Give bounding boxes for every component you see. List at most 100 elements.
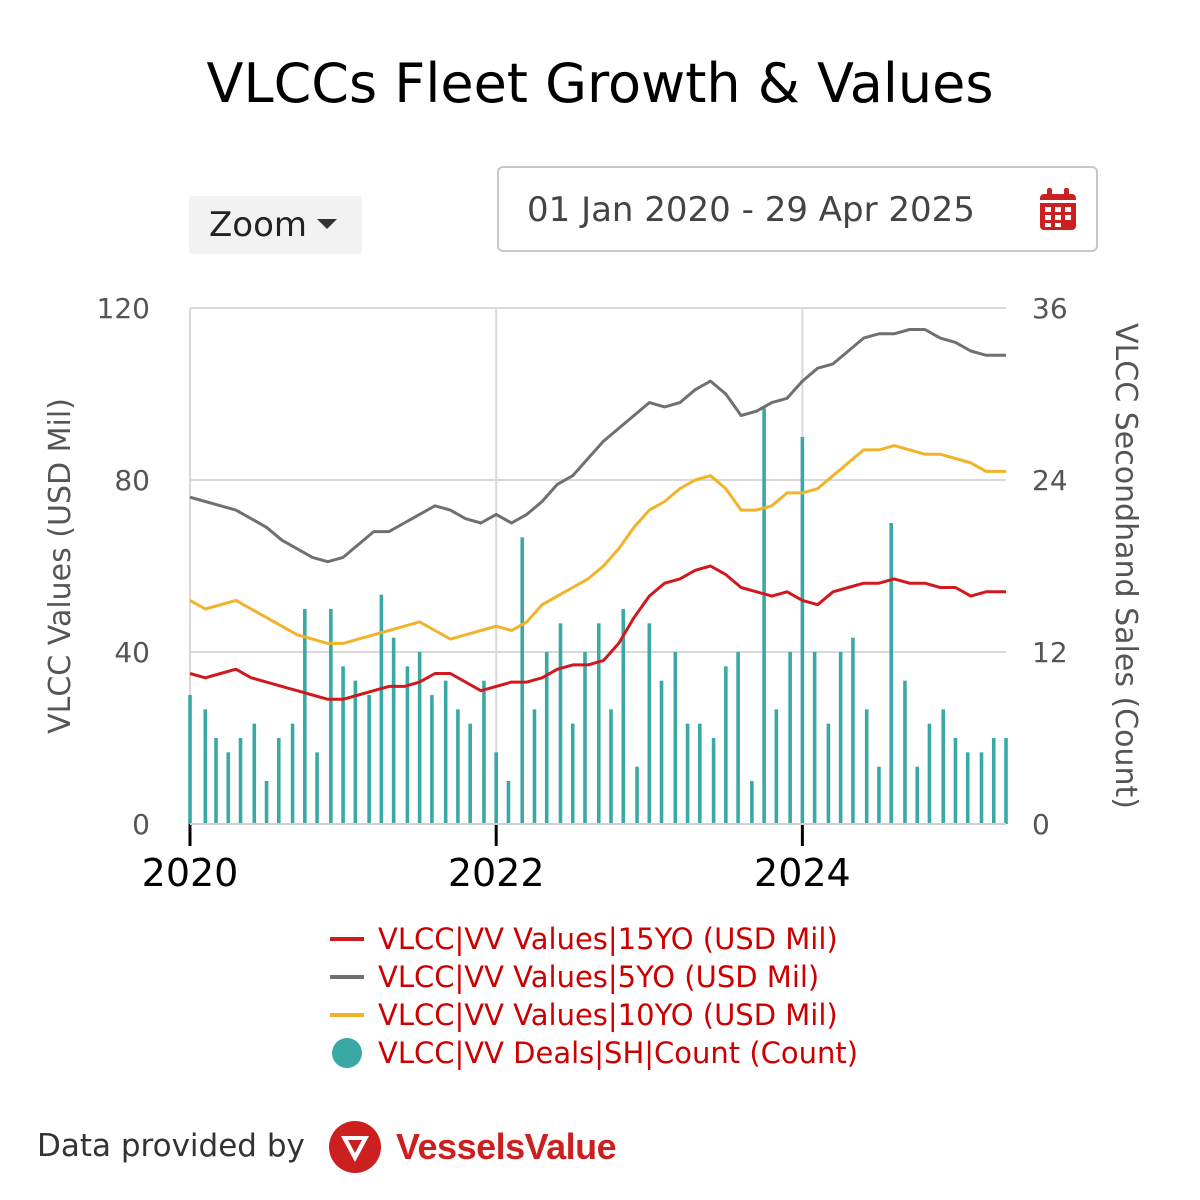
- bar: [315, 752, 319, 824]
- chevron-down-icon: [317, 218, 338, 229]
- line-swatch-icon: [330, 937, 364, 941]
- bar: [724, 666, 728, 824]
- vesselsvalue-logo-icon: [329, 1121, 381, 1173]
- bar: [800, 437, 805, 824]
- bar: [583, 652, 587, 824]
- y-left-tick-label: 120: [97, 292, 150, 325]
- y-right-tick-label: 0: [1032, 808, 1050, 841]
- bar: [991, 738, 996, 824]
- bar: [673, 652, 678, 824]
- legend-label: VLCC|VV Values|10YO (USD Mil): [378, 998, 838, 1032]
- legend-item-10yo[interactable]: VLCC|VV Values|10YO (USD Mil): [330, 996, 858, 1034]
- bar: [456, 709, 460, 824]
- zoom-dropdown[interactable]: Zoom: [189, 196, 362, 254]
- bar: [903, 680, 907, 824]
- date-range-value: 01 Jan 2020 - 29 Apr 2025: [527, 190, 975, 230]
- bar: [762, 408, 766, 824]
- series-line: [189, 444, 1006, 645]
- y-left-tick-label: 0: [132, 808, 150, 841]
- y-right-tick-label: 12: [1032, 636, 1068, 669]
- bar: [558, 623, 563, 824]
- bar: [965, 752, 970, 824]
- bar: [698, 723, 702, 824]
- bar: [864, 709, 869, 824]
- y-right-axis-title: VLCC Secondhand Sales (Count): [1108, 323, 1143, 809]
- legend-item-5yo[interactable]: VLCC|VV Values|5YO (USD Mil): [330, 958, 858, 996]
- bar: [405, 666, 410, 824]
- bar: [417, 652, 422, 824]
- legend: VLCC|VV Values|15YO (USD Mil) VLCC|VV Va…: [330, 920, 858, 1072]
- bar: [532, 709, 537, 824]
- y-right-tick-label: 24: [1032, 464, 1068, 497]
- bar: [544, 652, 549, 824]
- bar: [889, 523, 893, 824]
- bar: [750, 781, 754, 824]
- bar: [941, 709, 946, 824]
- bar: [506, 781, 511, 824]
- x-tick-label: 2024: [754, 851, 851, 895]
- bar: [468, 723, 472, 824]
- bar: [812, 652, 817, 824]
- legend-label: VLCC|VV Deals|SH|Count (Count): [378, 1036, 859, 1070]
- data-provided-by: Data provided by: [37, 1128, 305, 1164]
- bar: [379, 594, 384, 824]
- bar: [609, 709, 613, 824]
- bar: [353, 680, 358, 824]
- bar: [838, 652, 843, 824]
- brand-name: VesselsValue: [396, 1126, 617, 1167]
- y-left-axis-title: VLCC Values (USD Mil): [43, 398, 78, 734]
- bar: [979, 752, 984, 824]
- bar: [252, 723, 257, 824]
- chart-title: VLCCs Fleet Growth & Values: [206, 52, 994, 115]
- bar: [443, 680, 448, 824]
- bar: [341, 666, 345, 824]
- zoom-label: Zoom: [209, 205, 308, 245]
- y-left-tick-label: 80: [114, 464, 150, 497]
- legend-label: VLCC|VV Values|5YO (USD Mil): [378, 960, 820, 994]
- bar: [774, 709, 779, 824]
- bar: [430, 695, 434, 824]
- bar: [635, 766, 639, 824]
- bar: [927, 723, 932, 824]
- legend-label: VLCC|VV Values|15YO (USD Mil): [378, 922, 838, 956]
- bar: [1004, 738, 1008, 824]
- bar: [290, 723, 295, 824]
- legend-item-deals[interactable]: VLCC|VV Deals|SH|Count (Count): [330, 1034, 858, 1072]
- bar: [329, 609, 333, 824]
- bar: [264, 781, 269, 824]
- bar: [367, 695, 371, 824]
- axes: 0 0 40 12 80 24 120 36 2020 2022 2024 VLCC Values (…: [43, 292, 1143, 895]
- chart-plot: 0 0 40 12 80 24 120 36 2020 2022 2024 VLCC Values (…: [43, 292, 1143, 895]
- y-left-tick-label: 40: [114, 636, 150, 669]
- bar: [596, 623, 601, 824]
- line-series: [189, 328, 1006, 701]
- date-range-picker[interactable]: 01 Jan 2020 - 29 Apr 2025: [497, 166, 1098, 252]
- bar: [685, 723, 690, 824]
- legend-item-15yo[interactable]: VLCC|VV Values|15YO (USD Mil): [330, 920, 858, 958]
- bar: [788, 652, 792, 824]
- bar: [203, 709, 208, 824]
- vesselsvalue-logo[interactable]: VesselsValue: [328, 1120, 617, 1174]
- bar: [494, 752, 498, 824]
- bar: [877, 766, 881, 824]
- bar: [188, 695, 192, 824]
- bar: [391, 637, 396, 824]
- series-line: [189, 564, 1006, 701]
- x-tick-label: 2022: [448, 851, 545, 895]
- line-swatch-icon: [330, 1013, 364, 1017]
- calendar-icon[interactable]: [1039, 188, 1077, 232]
- line-swatch-icon: [330, 975, 364, 979]
- bar: [214, 738, 218, 824]
- bar: [647, 623, 652, 824]
- y-right-tick-label: 36: [1032, 292, 1068, 325]
- series-line: [189, 328, 1006, 564]
- bar: [226, 752, 231, 824]
- bar: [915, 766, 920, 824]
- bar: [711, 738, 716, 824]
- bar: [953, 738, 958, 824]
- bar: [276, 738, 281, 824]
- bar: [851, 637, 855, 824]
- circle-swatch-icon: [332, 1038, 362, 1068]
- bar: [621, 609, 626, 824]
- bar: [659, 680, 664, 824]
